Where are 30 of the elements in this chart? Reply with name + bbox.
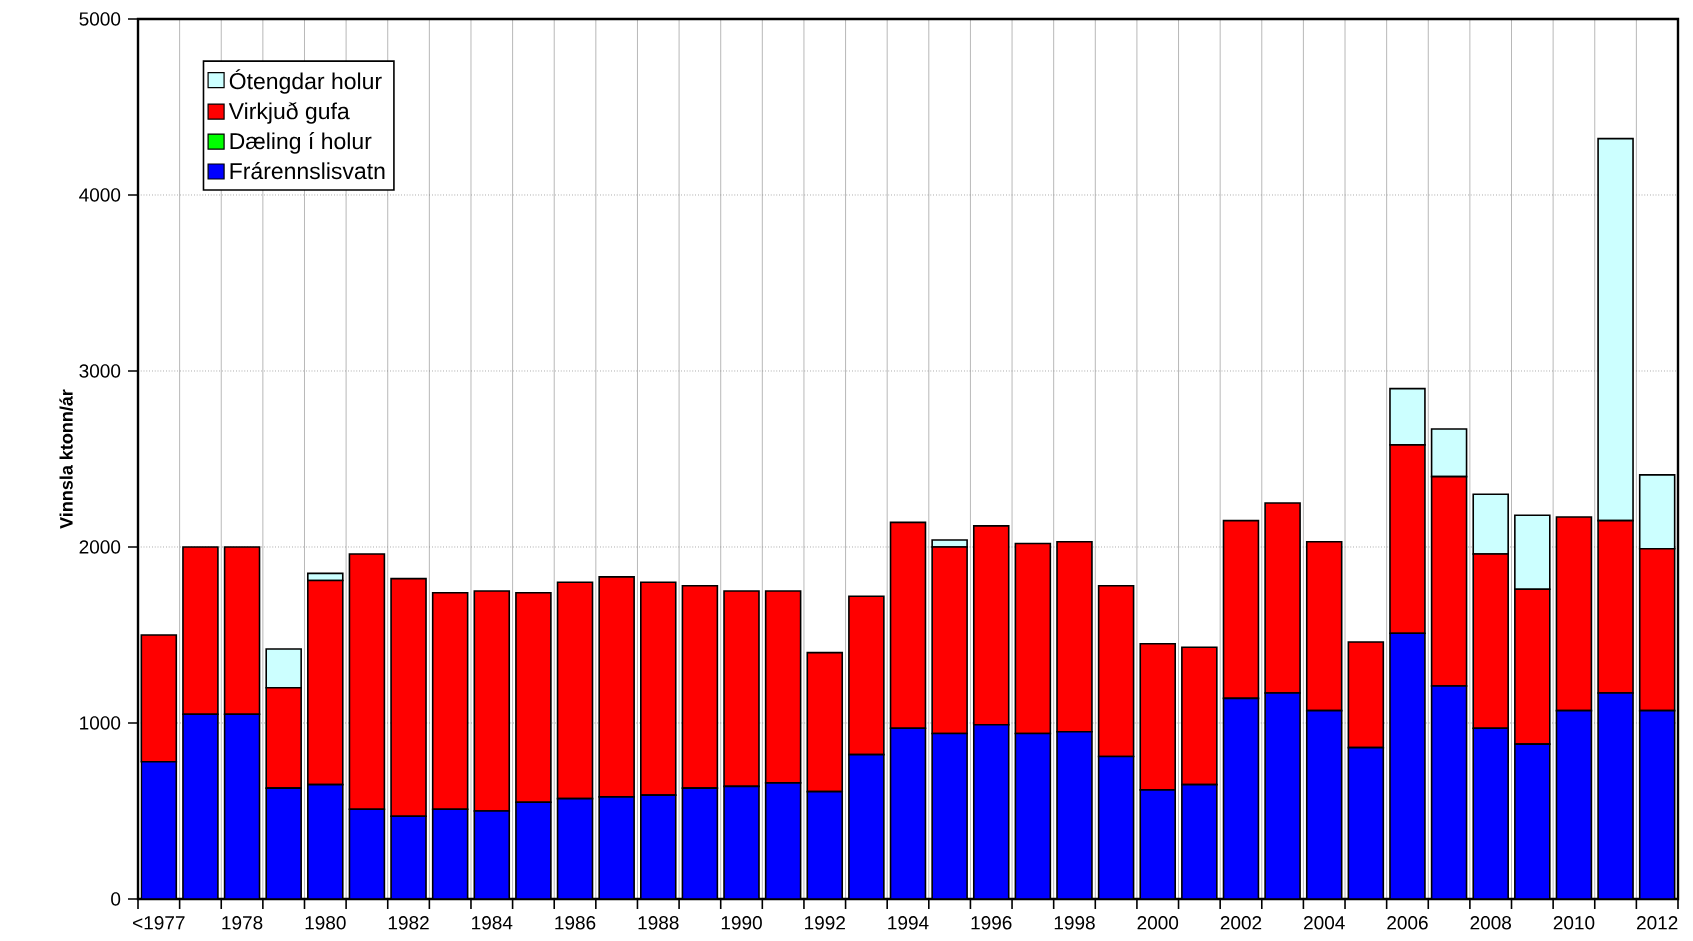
y-tick-label: 5000 <box>79 12 121 26</box>
x-tick-label: 2008 <box>1470 916 1512 930</box>
x-tick-label: 2000 <box>1137 916 1179 930</box>
x-tick-label: 1986 <box>555 916 596 930</box>
x-tick-label: 2010 <box>1553 916 1595 930</box>
y-tick-label: 0 <box>111 892 121 906</box>
x-tick-label: <1977 <box>133 916 185 930</box>
x-tick-label: 1988 <box>638 916 679 930</box>
x-tick-label: 2012 <box>1636 916 1678 930</box>
x-tick-label: 1984 <box>472 916 513 930</box>
x-tick-label: 1982 <box>388 916 429 930</box>
y-tick-label: 1000 <box>80 716 121 730</box>
x-tick-label: 1994 <box>888 916 929 930</box>
y-tick-label: 3000 <box>79 364 121 378</box>
y-tick-label: 4000 <box>79 188 121 202</box>
x-tick-label: 2002 <box>1220 916 1262 930</box>
legend-label: Ótengdar holur <box>229 69 382 94</box>
x-tick-label: 2004 <box>1304 916 1345 930</box>
x-tick-label: 1978 <box>222 916 263 930</box>
y-tick-label: 2000 <box>79 540 121 554</box>
x-tick-label: 2006 <box>1387 916 1428 930</box>
legend-label: Dæling í holur <box>230 132 372 154</box>
legend-label: Frárennslisvatn <box>230 162 385 180</box>
x-tick-label: 1998 <box>1054 916 1095 930</box>
x-tick-label: 1980 <box>305 916 346 930</box>
x-tick-label: 1992 <box>805 916 845 930</box>
y-axis-title: Vinnsla ktonn/ár <box>59 389 73 529</box>
legend-label: Virkjuð gufa <box>228 102 350 124</box>
x-tick-label: 1990 <box>721 916 762 930</box>
x-tick-label: 1996 <box>971 916 1012 930</box>
